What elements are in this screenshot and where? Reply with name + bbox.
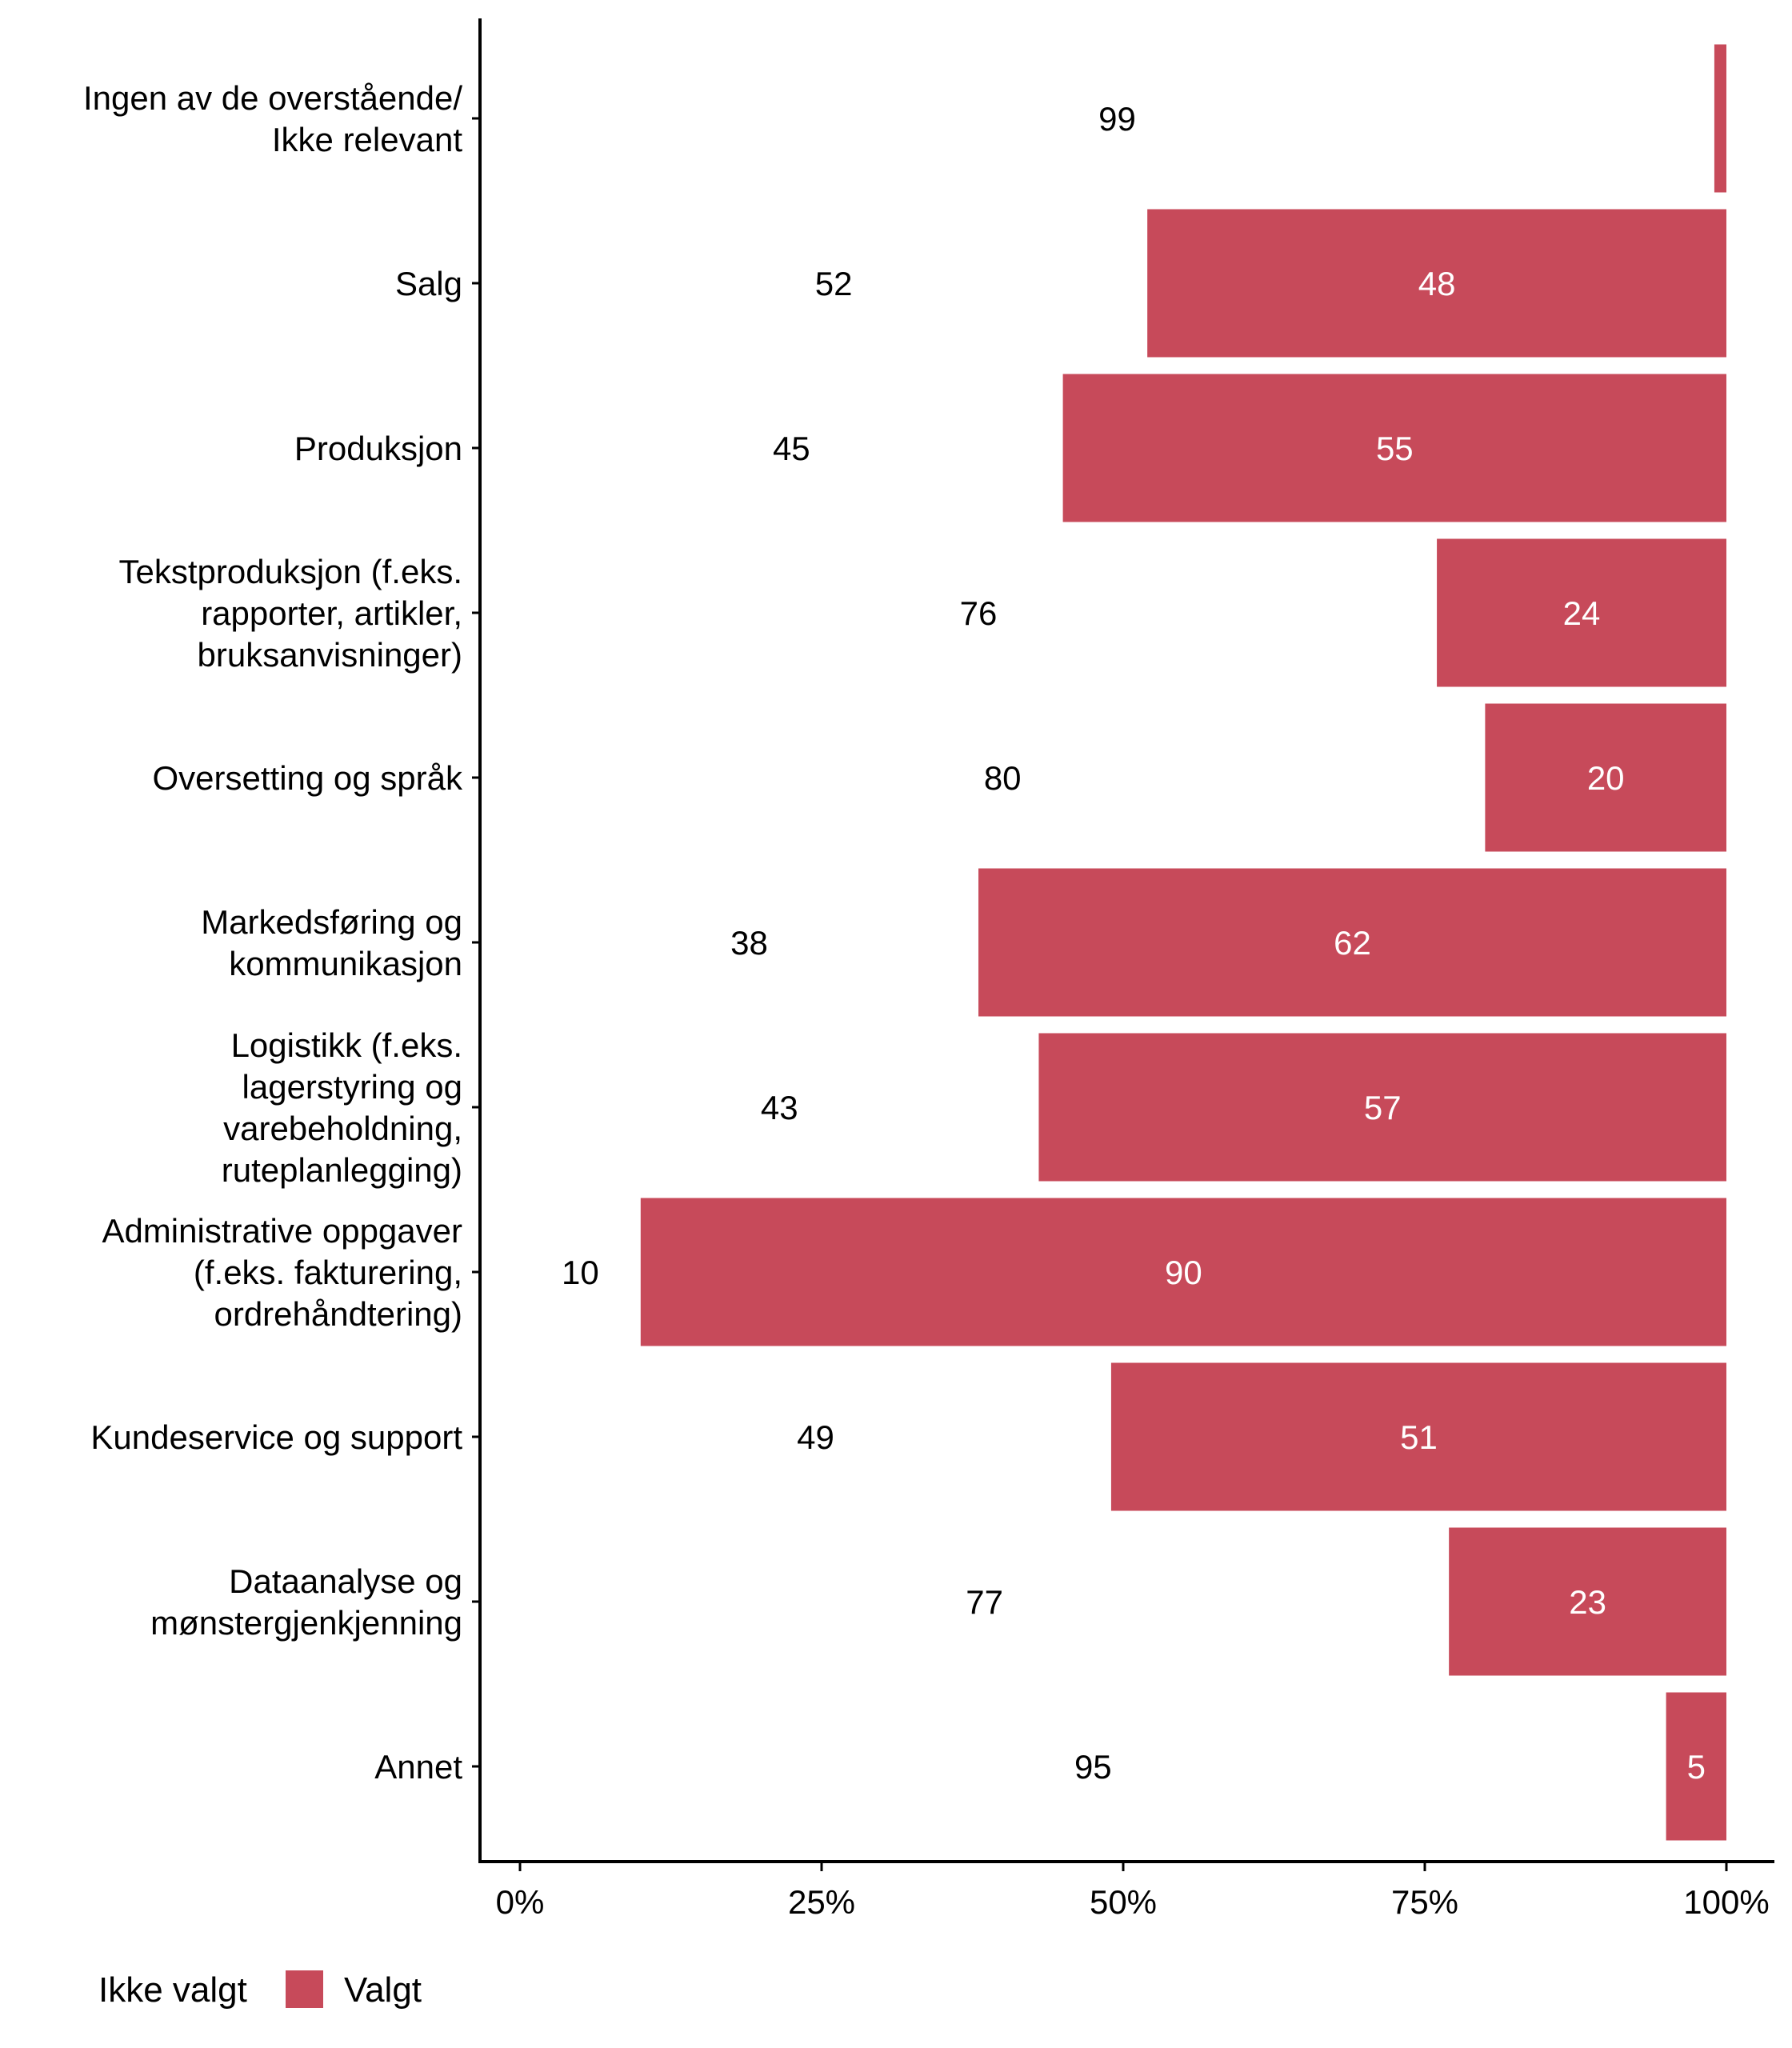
category-label: Oversetting og språk [152,759,463,797]
bar-ikke-valgt [520,1527,1450,1676]
bar-ikke-valgt [520,538,1438,687]
value-label-valgt: 62 [1334,924,1371,962]
x-tick-label: 0% [496,1883,545,1921]
value-label-valgt: 24 [1563,594,1601,632]
value-label-valgt: 5 [1687,1748,1706,1786]
value-label-valgt: 48 [1418,265,1456,302]
bar-valgt [1714,44,1726,193]
bar-valgt [1485,703,1726,852]
category-label: Salg [395,265,462,302]
value-label-ikke-valgt: 80 [984,759,1022,797]
category-label: Annet [374,1748,462,1786]
bar-valgt [1110,1362,1726,1511]
value-label-ikke-valgt: 52 [815,265,853,302]
value-label-valgt: 90 [1165,1254,1202,1291]
value-label-valgt: 55 [1376,430,1414,467]
bar-valgt [1038,1033,1726,1182]
category-label: Produksjon [294,430,462,467]
bar-ikke-valgt [520,44,1714,193]
legend: Ikke valgt Valgt [98,1970,422,2010]
value-label-ikke-valgt: 49 [797,1418,834,1456]
value-label-ikke-valgt: 10 [562,1254,599,1291]
bar-valgt [1449,1527,1726,1676]
category-label: Tekstproduksjon (f.eks. rapporter, artikl… [118,553,462,674]
bar-ikke-valgt [520,209,1148,358]
value-label-valgt: 57 [1364,1089,1402,1126]
category-label: Kundeservice og support [90,1418,462,1456]
category-label: Ingen av de overstående/Ikke relevant [83,79,462,158]
legend-label-valgt: Valgt [344,1970,422,2010]
value-label-valgt: 23 [1569,1583,1606,1621]
category-label: Logistikk (f.eks. lagerstyring og varebeho… [222,1026,462,1189]
x-axis: 0% 25% 50% 75% 100% [478,1860,1774,1921]
bar-valgt [1666,1692,1726,1841]
value-label-ikke-valgt: 38 [730,924,768,962]
legend-key-valgt [286,1970,323,2008]
category-label: Markedsføring og kommunikasjon [201,903,462,982]
value-label-ikke-valgt: 99 [1098,100,1136,138]
bar-valgt [1437,538,1726,687]
value-label-ikke-valgt: 77 [966,1583,1003,1621]
bar-ikke-valgt [520,374,1063,522]
y-axis: Ingen av de overstående/Ikke relevant Sal… [83,18,482,1863]
bar-valgt [640,1198,1726,1346]
category-label: Administrative oppgaver (f.eks. faktureri… [102,1212,462,1333]
value-labels-layer: 99 52 48 45 55 76 24 80 20 38 62 43 57 10 90 49 51 77 23 95… [562,100,1706,1786]
bar-ikke-valgt [520,703,1486,852]
bar-valgt [1062,374,1726,522]
x-tick-label: 25% [788,1883,855,1921]
bar-valgt [978,868,1726,1017]
value-label-valgt: 20 [1587,759,1625,797]
value-label-ikke-valgt: 76 [960,594,998,632]
legend-label-ikke-valgt: Ikke valgt [98,1970,247,2010]
value-label-ikke-valgt: 95 [1074,1748,1112,1786]
x-tick-label: 75% [1391,1883,1458,1921]
value-label-valgt: 51 [1400,1418,1438,1456]
value-label-ikke-valgt: 43 [761,1089,798,1126]
category-label: Dataanalyse og mønstergjenkjenning [150,1562,462,1642]
bar-valgt [1147,209,1726,358]
bars-layer [520,44,1726,1841]
value-label-ikke-valgt: 45 [773,430,810,467]
bar-ikke-valgt [520,1362,1111,1511]
x-tick-label: 50% [1090,1883,1157,1921]
x-tick-label: 100% [1683,1883,1769,1921]
bar-ikke-valgt [520,1198,641,1346]
bar-ikke-valgt [520,1692,1666,1841]
bar-ikke-valgt [520,1033,1039,1182]
bar-ikke-valgt [520,868,979,1017]
